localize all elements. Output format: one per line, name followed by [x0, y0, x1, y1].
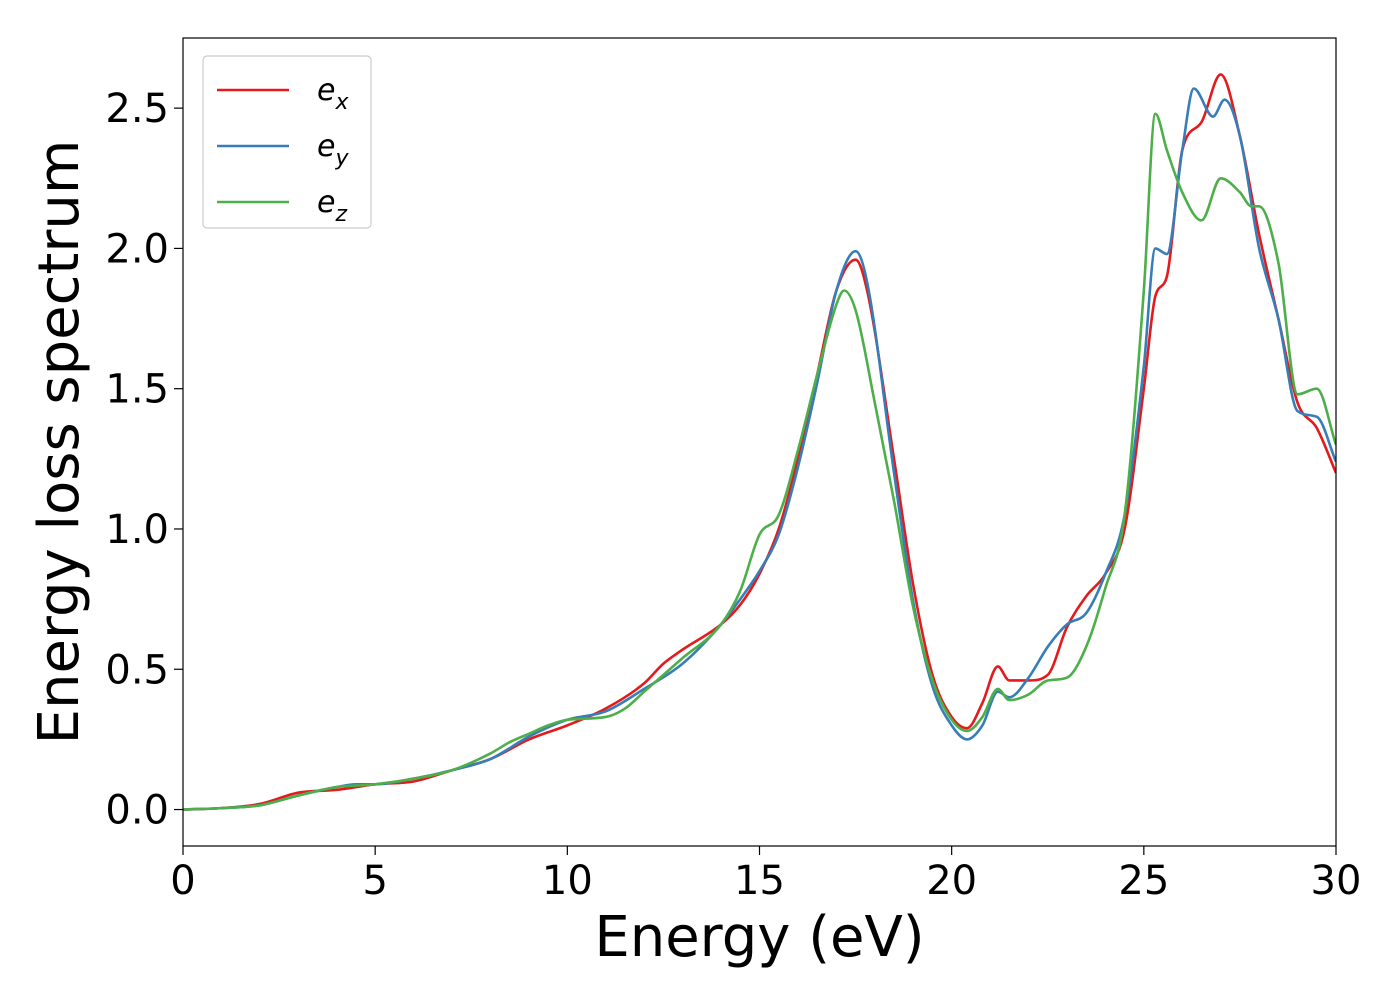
y-tick-label: 0.0	[105, 788, 169, 834]
y-tick-label: 1.5	[105, 367, 169, 413]
y-tick-label: 0.5	[105, 647, 169, 693]
x-tick-label: 10	[542, 858, 593, 904]
x-tick-label: 30	[1311, 858, 1362, 904]
legend-label-sub: y	[334, 146, 349, 171]
y-axis: 0.0 0.5 1.0 1.5 2.0 2.5	[105, 86, 183, 834]
x-tick-label: 25	[1118, 858, 1169, 904]
x-axis-label: Energy (eV)	[594, 905, 924, 970]
y-tick-label: 2.5	[105, 86, 169, 132]
legend-label-sub: x	[334, 90, 349, 115]
x-tick-label: 15	[734, 858, 785, 904]
legend-label-z: ez	[317, 185, 347, 227]
legend-box	[202, 55, 372, 229]
x-tick-label: 0	[170, 858, 195, 904]
series-line-z	[183, 112, 1336, 811]
x-tick-label: 20	[926, 858, 977, 904]
legend-label-base: e	[317, 129, 335, 164]
legend-label-x: ex	[317, 73, 349, 115]
series-layer	[183, 73, 1336, 811]
legend-label-sub: z	[334, 202, 347, 227]
x-tick-label: 5	[362, 858, 387, 904]
legend-label-y: ey	[317, 129, 349, 171]
x-axis: 0 5 10 15 20 25 30	[170, 846, 1361, 904]
y-tick-label: 2.0	[105, 226, 169, 272]
legend-label-base: e	[317, 73, 335, 108]
legend-label-base: e	[317, 185, 335, 220]
y-tick-label: 1.0	[105, 507, 169, 553]
y-axis-label: Energy loss spectrum	[27, 140, 92, 745]
